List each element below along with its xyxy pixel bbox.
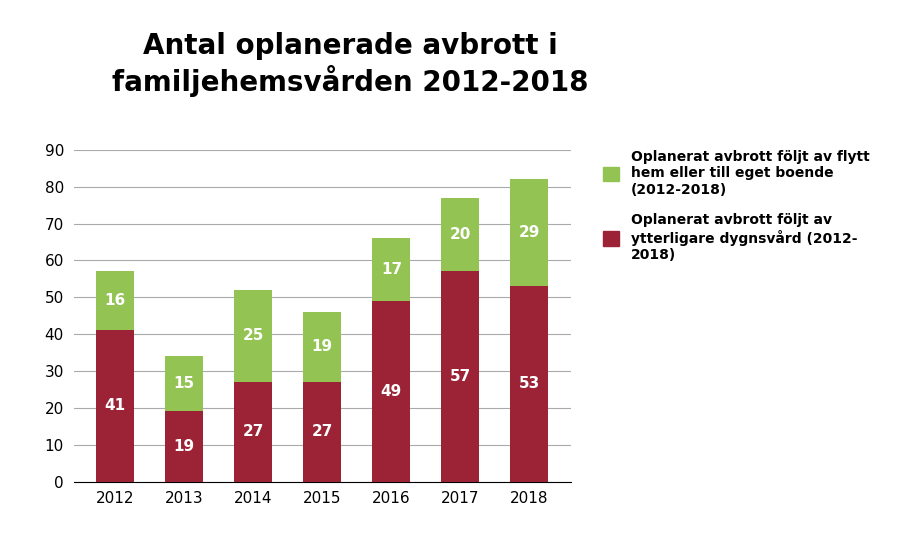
Bar: [441, 271, 480, 482]
Bar: [165, 356, 204, 411]
Text: 15: 15: [174, 376, 195, 391]
Bar: [234, 382, 273, 482]
Text: 20: 20: [449, 227, 472, 242]
Text: 25: 25: [242, 328, 264, 343]
Text: 49: 49: [380, 384, 402, 399]
Text: 57: 57: [449, 369, 471, 384]
Bar: [510, 179, 548, 286]
Text: 53: 53: [519, 376, 540, 391]
Text: 27: 27: [242, 424, 264, 439]
Text: 19: 19: [174, 439, 195, 454]
Bar: [165, 411, 204, 482]
Bar: [97, 271, 134, 331]
Text: 17: 17: [380, 262, 402, 277]
Text: 19: 19: [312, 340, 332, 355]
Text: 16: 16: [105, 293, 126, 308]
Text: 27: 27: [311, 424, 333, 439]
Bar: [441, 198, 480, 271]
Bar: [234, 290, 273, 382]
Bar: [510, 286, 548, 482]
Legend: Oplanerat avbrott följt av flytt
hem eller till eget boende
(2012-2018), Oplaner: Oplanerat avbrott följt av flytt hem ell…: [603, 150, 869, 262]
Bar: [303, 312, 342, 382]
Bar: [372, 238, 411, 301]
Text: 29: 29: [519, 225, 540, 240]
Bar: [97, 331, 134, 482]
Text: 41: 41: [105, 399, 126, 414]
Text: Antal oplanerade avbrott i
familjehemsvården 2012-2018: Antal oplanerade avbrott i familjehemsvå…: [111, 32, 589, 97]
Bar: [303, 382, 342, 482]
Bar: [372, 301, 411, 482]
